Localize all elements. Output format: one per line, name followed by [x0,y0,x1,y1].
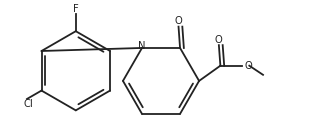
Text: Cl: Cl [24,99,33,109]
Text: N: N [138,41,146,51]
Text: O: O [215,35,223,45]
Text: F: F [73,4,79,14]
Text: O: O [245,61,253,71]
Text: O: O [175,16,182,26]
